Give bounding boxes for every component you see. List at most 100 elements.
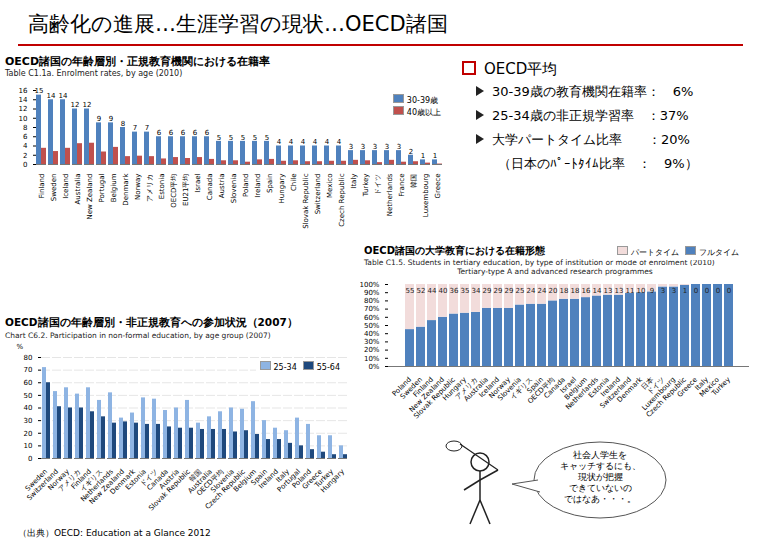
svg-text:14: 14 (19, 96, 28, 104)
svg-text:90%: 90% (364, 289, 380, 297)
svg-text:16: 16 (19, 87, 28, 95)
svg-text:0: 0 (705, 287, 709, 295)
svg-text:Sweden: Sweden (50, 174, 58, 202)
svg-text:40: 40 (24, 404, 33, 412)
svg-text:Austria: Austria (218, 174, 226, 199)
svg-text:4: 4 (23, 142, 28, 150)
svg-text:5: 5 (229, 134, 233, 142)
svg-text:29: 29 (494, 287, 503, 295)
svg-text:11: 11 (626, 287, 635, 295)
svg-text:50: 50 (24, 392, 33, 400)
svg-text:Estonia: Estonia (158, 174, 166, 200)
svg-text:14: 14 (59, 92, 68, 100)
svg-text:3: 3 (385, 143, 389, 151)
svg-text:Czech Republic: Czech Republic (338, 173, 346, 226)
svg-text:9: 9 (109, 115, 113, 123)
svg-text:9: 9 (650, 287, 654, 295)
svg-text:6: 6 (193, 129, 198, 137)
svg-text:Hungary: Hungary (319, 468, 346, 495)
svg-text:80%: 80% (364, 297, 380, 305)
svg-text:18: 18 (560, 287, 569, 295)
svg-text:France: France (398, 174, 406, 197)
svg-text:13: 13 (604, 287, 613, 295)
svg-text:52: 52 (417, 287, 426, 295)
svg-text:ドイツ: ドイツ (374, 174, 382, 195)
svg-text:5: 5 (241, 134, 245, 142)
svg-text:20: 20 (24, 429, 33, 437)
svg-text:9: 9 (97, 115, 101, 123)
svg-text:Denmark: Denmark (122, 173, 130, 206)
svg-text:15: 15 (35, 87, 44, 95)
svg-text:3: 3 (349, 143, 353, 151)
svg-text:0: 0 (28, 455, 32, 463)
svg-text:Mexico: Mexico (326, 174, 334, 198)
svg-text:%: % (17, 343, 24, 351)
svg-text:7: 7 (133, 124, 137, 132)
svg-text:25: 25 (516, 287, 525, 295)
svg-text:6: 6 (157, 129, 162, 137)
svg-text:30%: 30% (364, 338, 380, 346)
svg-text:7: 7 (145, 124, 149, 132)
svg-text:Switzerland: Switzerland (314, 174, 322, 215)
svg-text:60: 60 (24, 379, 33, 387)
svg-text:5: 5 (217, 134, 221, 142)
svg-text:0: 0 (716, 287, 720, 295)
svg-text:Denmark: Denmark (616, 375, 645, 404)
svg-text:Portugal: Portugal (98, 173, 106, 202)
svg-text:6: 6 (181, 129, 186, 137)
svg-text:13: 13 (615, 287, 624, 295)
svg-text:5: 5 (253, 134, 257, 142)
svg-text:Turkey: Turkey (710, 376, 732, 398)
svg-text:Chile: Chile (290, 174, 298, 192)
svg-text:60%: 60% (364, 314, 380, 322)
svg-text:0: 0 (23, 161, 27, 169)
svg-text:3: 3 (361, 143, 365, 151)
svg-text:1: 1 (433, 152, 437, 160)
svg-text:55: 55 (406, 287, 415, 295)
svg-text:20: 20 (549, 287, 558, 295)
svg-text:1: 1 (683, 287, 687, 295)
svg-text:Turkey: Turkey (362, 174, 370, 198)
svg-text:4: 4 (325, 138, 330, 146)
svg-text:40%: 40% (364, 330, 380, 338)
svg-text:8: 8 (23, 124, 27, 132)
svg-text:2: 2 (23, 151, 27, 159)
svg-text:10: 10 (19, 114, 28, 122)
svg-text:29: 29 (483, 287, 492, 295)
svg-text:Poland: Poland (242, 174, 250, 197)
svg-text:Australia: Australia (74, 174, 82, 205)
svg-text:10: 10 (24, 442, 33, 450)
svg-text:3: 3 (672, 287, 676, 295)
svg-text:Israel: Israel (194, 173, 202, 192)
svg-text:2: 2 (409, 147, 413, 155)
svg-text:Spain: Spain (266, 174, 274, 194)
svg-text:14: 14 (47, 92, 56, 100)
svg-text:50%: 50% (364, 322, 380, 330)
svg-text:アメリカ: アメリカ (146, 174, 154, 202)
svg-text:4: 4 (313, 138, 318, 146)
svg-text:6: 6 (169, 129, 174, 137)
svg-text:4: 4 (289, 138, 294, 146)
svg-text:Luxembourg: Luxembourg (422, 174, 430, 218)
svg-text:4: 4 (277, 138, 282, 146)
svg-text:New Zealand: New Zealand (86, 174, 94, 220)
svg-text:Belgium: Belgium (110, 173, 118, 202)
svg-text:20%: 20% (364, 346, 380, 354)
svg-text:Greece: Greece (434, 174, 442, 199)
svg-text:韓国: 韓国 (410, 174, 418, 188)
svg-text:6: 6 (205, 129, 210, 137)
svg-text:24: 24 (527, 287, 536, 295)
svg-text:0: 0 (727, 287, 731, 295)
svg-text:Slovak Republic: Slovak Republic (302, 173, 310, 228)
svg-text:Netherlands: Netherlands (386, 173, 394, 216)
svg-text:Italy: Italy (350, 174, 358, 189)
svg-text:100%: 100% (360, 281, 380, 289)
svg-text:10%: 10% (364, 355, 380, 363)
svg-text:Canada: Canada (206, 174, 214, 201)
svg-text:3: 3 (661, 287, 665, 295)
svg-text:70: 70 (24, 366, 33, 374)
svg-text:14: 14 (593, 287, 602, 295)
svg-text:35: 35 (461, 287, 470, 295)
svg-text:Iceland: Iceland (62, 174, 70, 199)
svg-text:8: 8 (121, 120, 125, 128)
